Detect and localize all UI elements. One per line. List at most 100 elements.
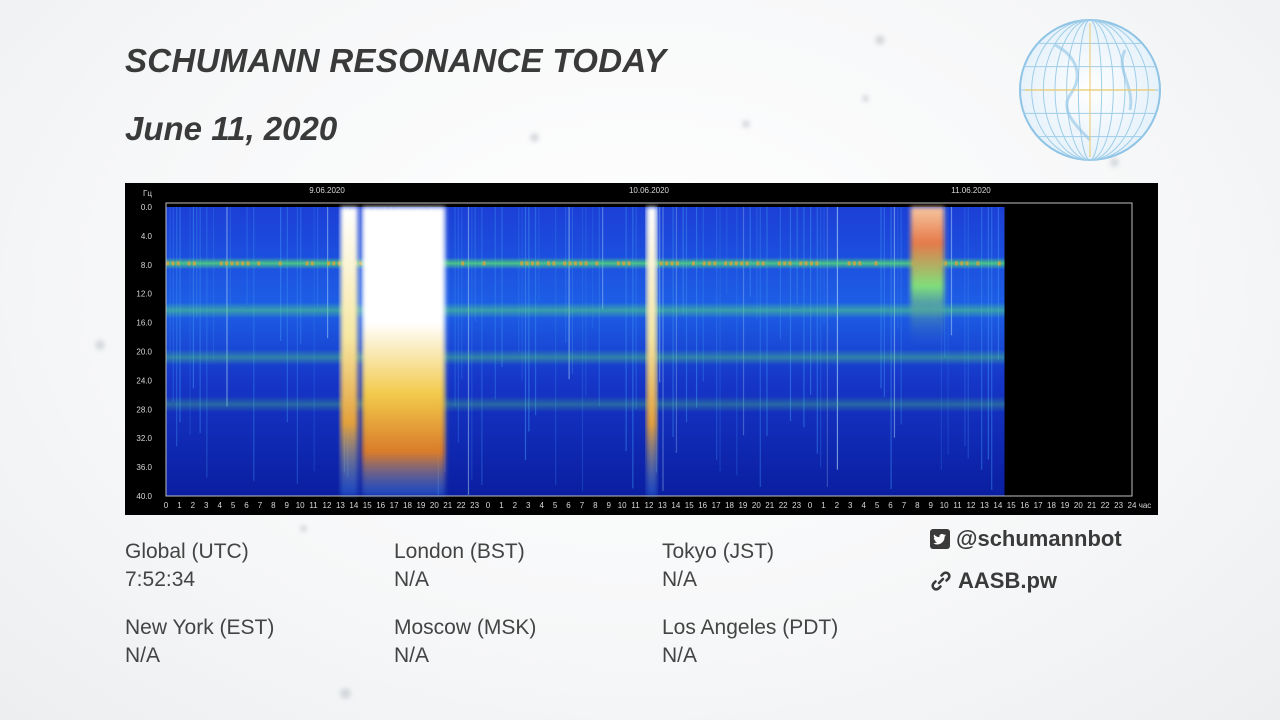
background-speck xyxy=(530,133,539,142)
x-tick-label: 6 xyxy=(244,501,249,510)
timezone-value: N/A xyxy=(394,568,430,591)
spectrogram-noise xyxy=(538,207,540,302)
x-tick-label: 8 xyxy=(915,501,920,510)
band-speckle xyxy=(579,261,583,266)
x-tick-label: 23 xyxy=(1114,501,1123,510)
x-tick-label: 3 xyxy=(204,501,209,510)
band-speckle xyxy=(724,261,728,266)
spectrogram-noise xyxy=(779,207,782,340)
band-speckle xyxy=(691,261,695,266)
x-tick-label: 16 xyxy=(376,501,385,510)
y-tick-label: 40.0 xyxy=(136,492,152,501)
band-speckle xyxy=(954,261,958,266)
spectrogram-noise xyxy=(719,207,721,472)
timezone-london: London (BST) N/A xyxy=(394,538,525,594)
spectrogram-noise xyxy=(625,207,627,451)
spectrogram-noise xyxy=(944,207,946,359)
x-tick-label: 12 xyxy=(645,501,654,510)
timezone-value: N/A xyxy=(662,568,698,591)
spectrogram-burst xyxy=(361,207,446,496)
band-speckle xyxy=(944,261,948,266)
band-speckle xyxy=(332,261,336,266)
band-speckle xyxy=(788,261,792,266)
x-tick-label: 7 xyxy=(902,501,907,510)
band-speckle xyxy=(166,261,169,266)
spectrogram-noise xyxy=(461,207,463,380)
band-speckle xyxy=(235,261,239,266)
spectrogram-noise xyxy=(826,207,828,487)
day-label: 10.06.2020 xyxy=(629,186,670,195)
x-tick-label: 4 xyxy=(861,501,866,510)
day-label: 9.06.2020 xyxy=(309,186,345,195)
band-speckle xyxy=(670,261,674,266)
x-tick-label: 9 xyxy=(929,501,934,510)
x-tick-label: 10 xyxy=(618,501,627,510)
spectrogram-noise xyxy=(659,207,661,383)
x-tick-label: 23 xyxy=(470,501,479,510)
spectrogram-noise xyxy=(742,207,745,436)
band-speckle xyxy=(810,261,813,266)
site-link[interactable]: AASB.pw xyxy=(930,568,1057,594)
x-tick-label: 16 xyxy=(698,501,707,510)
spectrogram-noise xyxy=(716,207,718,461)
y-tick-label: 24.0 xyxy=(136,376,152,385)
y-tick-label: 28.0 xyxy=(136,405,152,414)
x-tick-label: 10 xyxy=(940,501,949,510)
x-tick-label: 18 xyxy=(725,501,734,510)
spectrogram-noise xyxy=(581,207,584,491)
x-tick-label: 6 xyxy=(566,501,571,510)
x-tick-label: 14 xyxy=(349,501,358,510)
band-speckle xyxy=(858,261,862,266)
y-tick-label: 0.0 xyxy=(141,203,153,212)
band-speckle xyxy=(713,261,717,266)
band-speckle xyxy=(520,261,524,266)
spectrogram-noise xyxy=(997,207,1000,360)
band-speckle xyxy=(627,261,631,266)
spectrogram-noise xyxy=(662,207,664,491)
spectrogram-noise xyxy=(810,207,812,396)
spectrogram-noise xyxy=(883,207,885,398)
x-tick-label: 21 xyxy=(765,501,774,510)
band-speckle xyxy=(815,261,819,266)
band-speckle xyxy=(595,261,599,266)
page-title: SCHUMANN RESONANCE TODAY xyxy=(125,42,667,79)
spectrogram-noise xyxy=(518,207,520,353)
timezone-value: 7:52:34 xyxy=(125,568,196,591)
spectrogram-noise xyxy=(169,207,171,353)
spectrogram-noise xyxy=(253,207,255,481)
spectrogram-noise xyxy=(890,207,892,489)
x-tick-label: 1 xyxy=(821,501,826,510)
spectrogram-empty-region xyxy=(1004,207,1132,496)
x-tick-label: 15 xyxy=(685,501,694,510)
x-tick-label: 13 xyxy=(336,501,345,510)
x-tick-label: 5 xyxy=(553,501,558,510)
x-tick-label: 22 xyxy=(779,501,788,510)
band-speckle xyxy=(327,261,330,266)
spectrogram-noise xyxy=(189,207,191,435)
x-tick-label: 2 xyxy=(191,501,196,510)
band-speckle xyxy=(616,261,620,266)
spectrogram-noise xyxy=(766,207,768,436)
x-tick-label: 1 xyxy=(499,501,504,510)
band-speckle xyxy=(708,261,712,266)
spectrogram-noise xyxy=(947,207,949,455)
spectrogram-noise xyxy=(176,207,178,447)
spectrogram-noise xyxy=(950,207,953,336)
y-tick-label: 12.0 xyxy=(136,290,152,299)
band-speckle xyxy=(675,261,679,266)
spectrogram-noise xyxy=(296,207,299,484)
x-tick-label: 8 xyxy=(271,501,276,510)
band-speckle xyxy=(804,261,808,266)
spectrogram-burst xyxy=(910,207,945,352)
timezone-label: Global (UTC) xyxy=(125,540,249,563)
x-tick-label: 20 xyxy=(430,501,439,510)
x-tick-label: 15 xyxy=(1007,501,1016,510)
band-speckle xyxy=(665,261,669,266)
band-speckle xyxy=(310,261,314,266)
spectrogram-noise xyxy=(836,207,839,470)
x-tick-label: 10 xyxy=(296,501,305,510)
x-tick-label: 15 xyxy=(363,501,372,510)
spectrogram-noise xyxy=(981,207,983,470)
twitter-link[interactable]: @schumannbot xyxy=(930,526,1122,552)
spectrogram-noise xyxy=(300,207,302,345)
